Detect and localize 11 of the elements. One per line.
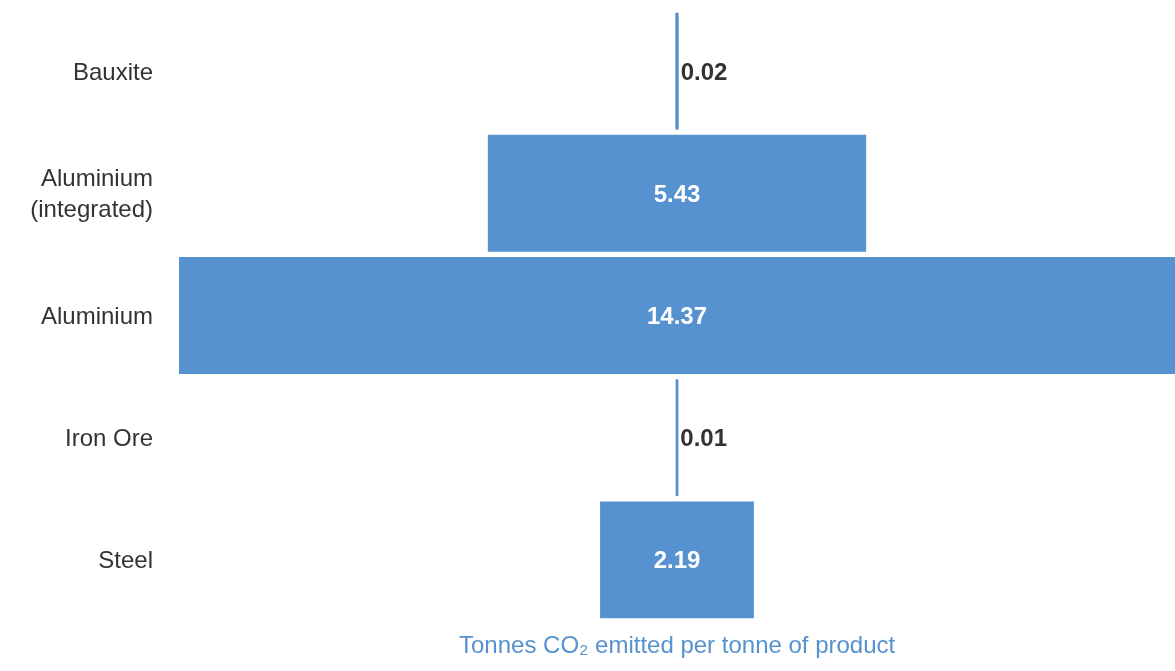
data-label: 5.43 <box>653 179 701 207</box>
category-label: Steel <box>98 546 153 574</box>
data-label: 14.37 <box>646 302 708 329</box>
data-label: 0.01 <box>680 424 728 452</box>
data-label: 2.19 <box>653 546 701 574</box>
text: Tonnes CO₂ emitted per tonne of product <box>459 631 896 658</box>
category-label: Iron Ore <box>64 424 153 452</box>
category-label: Bauxite <box>72 57 153 85</box>
category-label: Aluminium <box>40 301 153 329</box>
data-label: 0.02 <box>680 57 728 85</box>
category-label: Aluminium (integrated) <box>30 164 153 223</box>
